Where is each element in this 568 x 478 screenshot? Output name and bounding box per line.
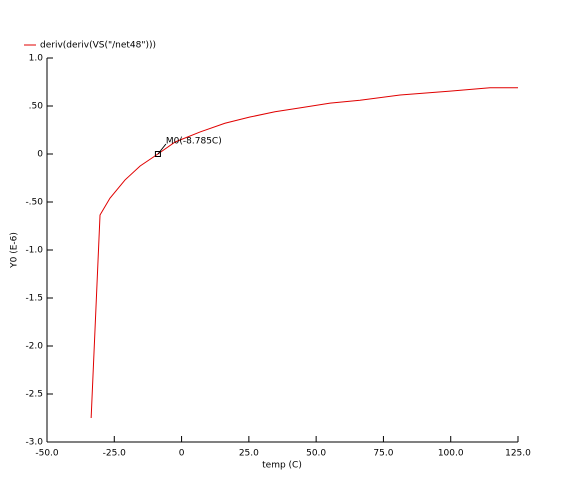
x-tick-label: -50.0 (35, 449, 59, 459)
x-axis-label: temp (C) (262, 461, 302, 471)
y-tick-label: -3.0 (25, 438, 43, 448)
marker-leader (157, 143, 167, 155)
y-tick-label: -.50 (25, 198, 43, 208)
x-tick-label: 25.0 (239, 449, 259, 459)
x-tick-label: 100.0 (438, 449, 464, 459)
marker (154, 151, 161, 157)
y-tick-label: -1.5 (25, 294, 43, 304)
y-tick-label: 0 (37, 150, 43, 160)
marker-label: M0(-8.785C) (166, 137, 222, 147)
series-line (90, 87, 518, 419)
y-tick-label: -2.5 (25, 390, 43, 400)
x-tick-label: -25.0 (103, 449, 127, 459)
y-axis-label: Y0 (E-6) (10, 232, 20, 269)
legend-label: deriv(deriv(VS("/net48"))) (40, 41, 156, 51)
y-tick-label: 1.0 (29, 54, 44, 64)
x-tick-label: 125.0 (505, 449, 531, 459)
x-tick-label: 50.0 (306, 449, 326, 459)
y-tick-label: -2.0 (25, 342, 43, 352)
x-tick-label: 0 (179, 449, 185, 459)
x-tick-label: 75.0 (373, 449, 393, 459)
y-tick-label: -1.0 (25, 246, 43, 256)
y-tick-label: .50 (29, 102, 44, 112)
